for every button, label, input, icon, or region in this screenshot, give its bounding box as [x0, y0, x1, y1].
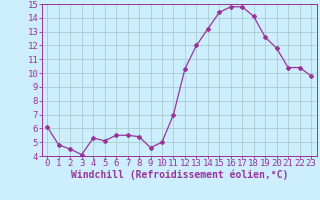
- X-axis label: Windchill (Refroidissement éolien,°C): Windchill (Refroidissement éolien,°C): [70, 170, 288, 180]
